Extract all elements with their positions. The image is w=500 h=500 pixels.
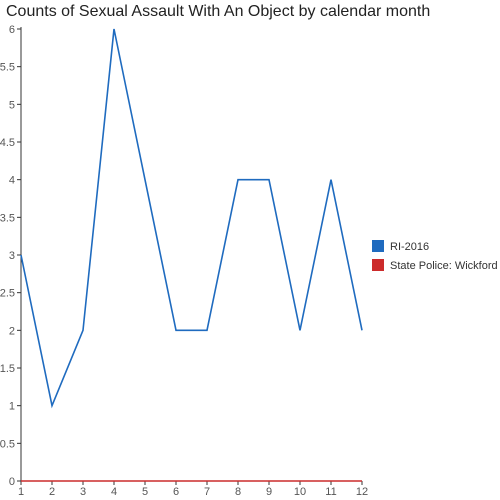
- y-tick-label: 4: [9, 175, 15, 187]
- x-tick-label: 7: [204, 486, 210, 498]
- data-point: [237, 480, 239, 482]
- data-point: [51, 480, 53, 482]
- data-point: [113, 480, 115, 482]
- data-point: [82, 329, 84, 331]
- x-tick-label: 6: [173, 486, 179, 498]
- y-tick-label: 1.5: [0, 363, 15, 375]
- data-point: [299, 329, 301, 331]
- x-tick-label: 3: [80, 486, 86, 498]
- data-point: [175, 329, 177, 331]
- series-line-0: [20, 28, 363, 409]
- y-tick-label: 3.5: [0, 212, 15, 224]
- chart-title: Counts of Sexual Assault With An Object …: [6, 3, 431, 20]
- y-tick-label: 0.5: [0, 438, 15, 450]
- legend-item: State Police: Wickford: [372, 259, 498, 272]
- x-tick-label: 10: [294, 486, 306, 498]
- data-point: [20, 254, 22, 256]
- data-point: [268, 178, 270, 180]
- y-tick-label: 2.5: [0, 288, 15, 300]
- data-point: [237, 178, 239, 180]
- legend-item: RI-2016: [372, 240, 429, 253]
- y-tick-label: 5: [9, 99, 15, 111]
- y-tick-label: 4.5: [0, 137, 15, 149]
- y-tick-label: 3: [9, 250, 15, 262]
- data-point: [330, 178, 332, 180]
- legend-swatch: [372, 259, 384, 271]
- x-tick-label: 2: [49, 486, 55, 498]
- y-tick-label: 5.5: [0, 62, 15, 74]
- x-tick-label: 12: [356, 486, 368, 498]
- data-point: [144, 178, 146, 180]
- data-point: [82, 480, 84, 482]
- x-tick-label: 4: [111, 486, 117, 498]
- x-tick-label: 1: [18, 486, 24, 498]
- data-point: [330, 480, 332, 482]
- y-tick-label: 1: [9, 401, 15, 413]
- x-tick-label: 5: [142, 486, 148, 498]
- data-point: [268, 480, 270, 482]
- data-point: [51, 404, 53, 406]
- x-tick-label: 11: [325, 486, 336, 498]
- y-tick-label: 0: [9, 476, 15, 488]
- legend-label: State Police: Wickford: [390, 260, 498, 272]
- y-tick-label: 2: [9, 325, 15, 337]
- data-point: [175, 480, 177, 482]
- legend-swatch: [372, 240, 384, 252]
- data-point: [361, 480, 363, 482]
- data-point: [113, 28, 115, 30]
- data-point: [20, 480, 22, 482]
- data-point: [299, 480, 301, 482]
- data-point: [361, 329, 363, 331]
- x-tick-label: 9: [266, 486, 272, 498]
- data-point: [206, 329, 208, 331]
- data-point: [144, 480, 146, 482]
- data-point: [206, 480, 208, 482]
- x-tick-label: 8: [235, 486, 241, 498]
- legend-label: RI-2016: [390, 241, 429, 253]
- y-tick-label: 6: [9, 24, 15, 36]
